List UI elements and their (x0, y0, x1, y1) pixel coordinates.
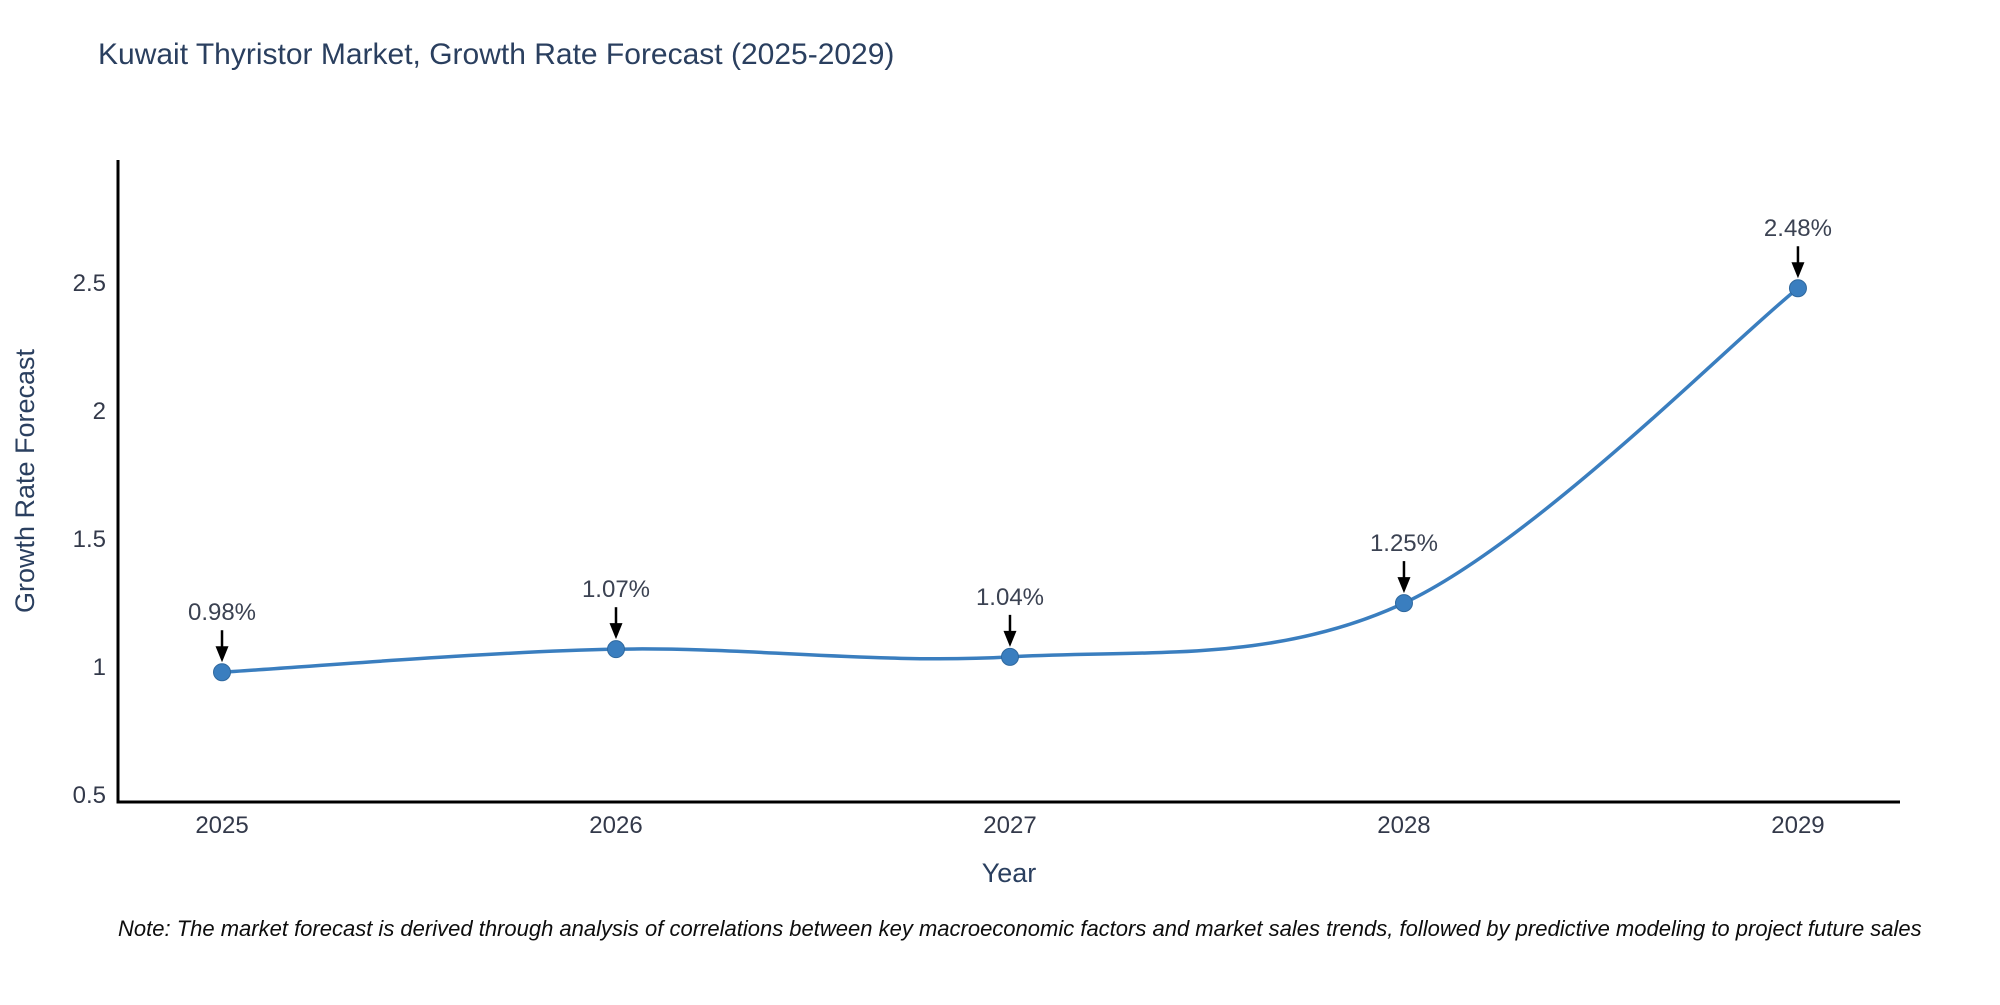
data-point-label: 1.07% (582, 576, 650, 603)
annotation-arrowhead-icon (609, 623, 623, 640)
y-axis-title: Growth Rate Forecast (10, 348, 40, 613)
annotation-arrowhead-icon (1397, 577, 1411, 594)
data-point (1394, 594, 1413, 613)
y-tick-label: 1 (93, 654, 106, 681)
x-tick-label: 2029 (1771, 812, 1824, 839)
y-tick-label: 2 (93, 398, 106, 425)
x-tick-label: 2026 (589, 812, 642, 839)
annotation-arrowhead-icon (1791, 262, 1805, 279)
x-tick-label: 2028 (1377, 812, 1430, 839)
y-tick-label: 1.5 (73, 526, 106, 553)
data-point (606, 640, 625, 659)
data-point-label: 1.04% (976, 584, 1044, 611)
data-point (213, 663, 232, 682)
annotation-arrowhead-icon (215, 646, 229, 663)
data-point-label: 0.98% (188, 599, 256, 626)
x-tick-label: 2027 (983, 812, 1036, 839)
annotation-arrowhead-icon (1003, 630, 1017, 647)
y-tick-label: 0.5 (73, 782, 106, 809)
chart-footnote: Note: The market forecast is derived thr… (118, 916, 1922, 941)
x-tick-label: 2025 (195, 812, 248, 839)
data-point (1000, 647, 1019, 666)
y-tick-label: 2.5 (73, 270, 106, 297)
series-line (221, 286, 1800, 674)
chart-title: Kuwait Thyristor Market, Growth Rate For… (98, 38, 895, 71)
data-point (1788, 279, 1807, 298)
data-point-label: 2.48% (1764, 215, 1832, 242)
x-axis-title: Year (982, 858, 1037, 888)
data-point-label: 1.25% (1370, 530, 1438, 557)
